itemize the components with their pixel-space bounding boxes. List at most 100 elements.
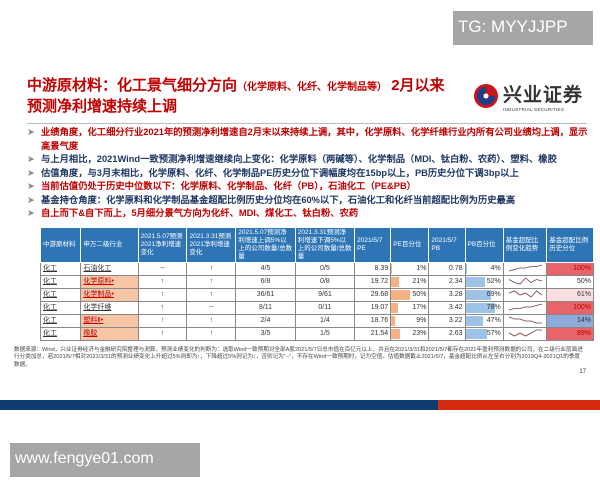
column-header: 2021/5/7 PE (354, 226, 392, 263)
industry-cell: 化学原料• (80, 274, 139, 289)
slide-body: ➤ 业绩角度，化工细分行业2021年的预测净利增速自2月末以来持续上调，其中，化学… (14, 126, 594, 376)
fund-trend-sparkline (508, 303, 543, 310)
fund-percentile-cell: 14% (546, 313, 594, 328)
pb-percentile-text: 4% (490, 265, 501, 272)
site-watermark: www.fengye01.com (10, 443, 200, 477)
change-0507-cell: ↑ (137, 274, 188, 289)
change-0507-cell: ↑ (137, 326, 188, 341)
pb-percentile-text: 47% (486, 317, 501, 324)
fund-percentile-cell: 61% (546, 287, 594, 302)
table-row: 化工 化学纤维 ↑ -- 8/11 0/11 19.07 17% 3.42 78% 100% (39, 300, 594, 315)
up-count-cell: 3/5 (235, 326, 296, 341)
pe-cell: 21.54 (354, 326, 392, 341)
fund-trend-cell (502, 261, 548, 276)
down-count-cell: 9/61 (294, 287, 356, 302)
sector-cell: 化工 (39, 313, 82, 328)
logo-name: 兴业证券 (503, 84, 584, 106)
column-header: 中游原材料 (39, 226, 82, 263)
bullet-arrow-icon: ➤ (27, 154, 35, 164)
up-count-cell: 4/5 (235, 261, 296, 276)
bullet-text: 估值角度，与3月末相比，化学原料、化纤、化学制品PE历史分位下调幅度均在15bp… (41, 167, 519, 178)
title-line2: 预测净利增速持续上调 (27, 98, 178, 115)
pb-cell: 3.22 (428, 313, 466, 328)
bullet-item: ➤ 基金持仓角度：化学原料和化学制品基金超配比例历史分位均在60%以下，石油化工和… (27, 194, 592, 208)
change-0331-cell: ↑ (186, 313, 237, 328)
down-count-cell: 1/4 (294, 313, 356, 328)
column-header: 2021.5.07预测净利增速上调5%以上的公司数量/总数量 (235, 226, 296, 263)
pe-cell: 29.68 (354, 287, 392, 302)
column-header: 2021/5/7 PB (428, 226, 466, 263)
sector-cell: 化工 (39, 326, 82, 341)
pb-cell: 3.28 (428, 287, 466, 302)
pe-percentile-text: 9% (416, 317, 427, 324)
bullet-item: ➤ 自上而下&自下而上，5月细分景气方向为化纤、MDI、煤化工、钛白粉、农药 (27, 207, 592, 221)
bullet-arrow-icon: ➤ (27, 208, 35, 218)
fund-percentile-text: 89% (576, 330, 591, 337)
change-0331-cell: ↑ (186, 274, 237, 289)
change-0507-cell: ↑ (137, 313, 188, 328)
fund-trend-cell (502, 274, 548, 289)
logo-icon (474, 84, 498, 108)
pb-percentile-text: 69% (486, 291, 501, 298)
pb-cell: 3.42 (428, 300, 466, 315)
pb-percentile-text: 52% (486, 278, 501, 285)
fund-percentile-cell: 89% (546, 326, 594, 341)
footer-bar-red (438, 400, 600, 410)
pb-cell: 2.63 (428, 326, 466, 341)
pe-percentile-bar (391, 302, 398, 313)
bullet-item: ➤ 与上月相比，2021Wind一致预测净利增速继续向上变化：化学原料（两碱等）、… (27, 153, 592, 167)
fund-percentile-text: 61% (576, 291, 591, 298)
pb-percentile-text: 78% (486, 304, 501, 311)
fund-trend-cell (502, 287, 548, 302)
fund-trend-sparkline (508, 316, 542, 323)
title-tail: 2月以来 (391, 77, 445, 94)
pe-percentile-bar (391, 328, 400, 339)
fund-percentile-cell: 50% (546, 274, 594, 289)
industry-cell: 塑料Ⅱ• (80, 313, 139, 328)
sector-cell: 化工 (39, 287, 82, 302)
pe-cell: 19.07 (354, 300, 392, 315)
bullet-item: ➤ 当前估值仍处于历史中位数以下：化学原料、化学制品、化纤（PB），石油化工（PE… (27, 180, 592, 194)
fund-percentile-text: 100% (573, 304, 591, 311)
bullet-item: ➤ 业绩角度，化工细分行业2021年的预测净利增速自2月末以来持续上调，其中，化学… (27, 126, 592, 153)
fund-trend-sparkline (508, 289, 543, 298)
pe-percentile-text: 21% (412, 278, 427, 285)
pb-percentile-cell: 47% (464, 313, 504, 328)
fund-percentile-cell: 100% (546, 261, 594, 276)
down-count-cell: 0/11 (294, 300, 356, 315)
pe-percentile-text: 23% (412, 330, 427, 337)
pe-cell: 8.39 (354, 261, 392, 276)
pb-percentile-bar (466, 328, 487, 339)
title-divider (27, 123, 587, 124)
bullet-text: 当前估值仍处于历史中位数以下：化学原料、化学制品、化纤（PB），石油化工（PE&… (41, 181, 416, 191)
fund-percentile-text: 50% (576, 278, 591, 285)
fund-trend-cell (502, 300, 548, 315)
change-0331-cell: ↑ (186, 261, 237, 276)
bullet-list: ➤ 业绩角度，化工细分行业2021年的预测净利增速自2月末以来持续上调，其中，化学… (27, 126, 592, 221)
pe-percentile-text: 1% (416, 265, 427, 272)
fund-percentile-text: 14% (576, 317, 591, 324)
fund-percentile-cell: 100% (546, 300, 594, 315)
fund-trend-sparkline (508, 329, 542, 336)
column-header: PE百分位 (390, 226, 430, 263)
bullet-arrow-icon: ➤ (27, 194, 35, 205)
up-count-cell: 36/61 (235, 287, 296, 302)
change-0507-cell: -- (137, 261, 188, 276)
pb-percentile-text: 57% (486, 330, 501, 337)
pe-percentile-cell: 17% (390, 300, 430, 315)
fund-trend-cell (502, 326, 548, 341)
logo-english: INDUSTRIAL SECURITIES (503, 107, 565, 112)
pe-percentile-bar (391, 315, 395, 326)
pe-cell: 19.72 (354, 274, 392, 289)
pb-percentile-bar (466, 315, 483, 326)
slide-title: 中游原材料：化工景气细分方向（化学原料、化纤、化学制品等） 2月以来 预测净利增… (27, 76, 469, 116)
pb-percentile-cell: 69% (464, 287, 504, 302)
pe-percentile-text: 50% (412, 291, 427, 298)
industry-table: 中游原材料 申万二级行业 2021.5.07预测2021净利增速变化 2021.3.3… (39, 226, 594, 341)
column-header: 基金超配比例历史分位 (546, 226, 594, 263)
pe-percentile-text: 17% (412, 304, 427, 311)
page-number: 17 (579, 369, 586, 375)
table-row: 化工 化学制品• ↑ ↑ 36/61 9/61 29.68 50% 3.28 69% 61% (39, 287, 594, 302)
change-0331-cell: -- (186, 300, 237, 315)
sector-cell: 化工 (39, 274, 82, 289)
